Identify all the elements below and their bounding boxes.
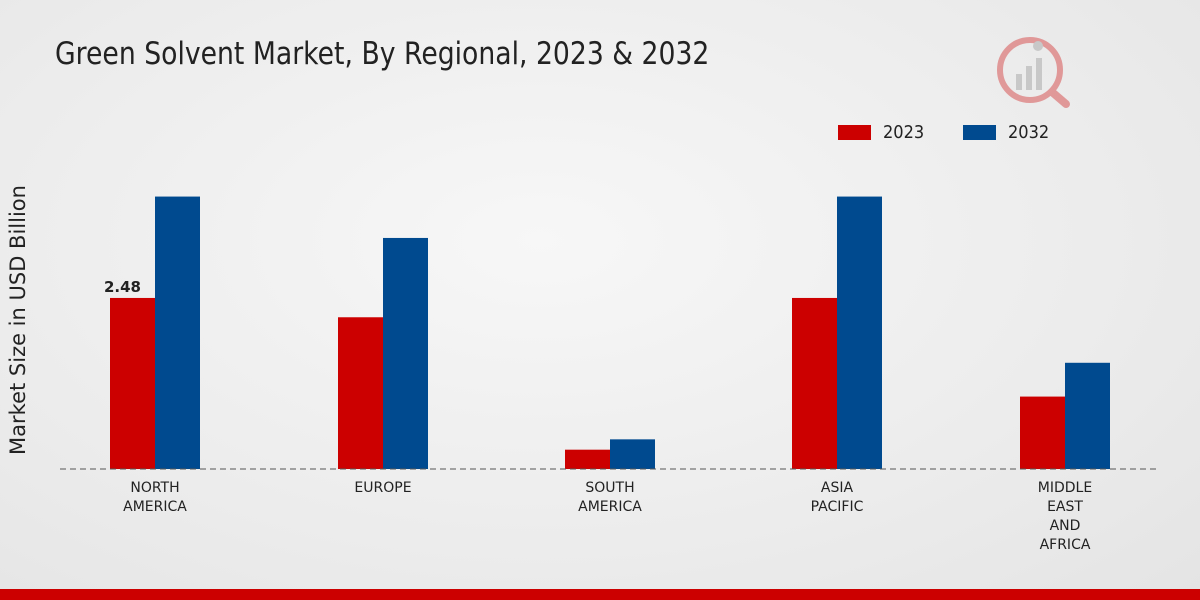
bar-2023-4[interactable]: [1020, 396, 1065, 469]
x-tick-label-1-0: EUROPE: [354, 480, 411, 496]
x-tick-label-2-0: SOUTH: [585, 480, 634, 496]
x-tick-label-3-1: PACIFIC: [811, 499, 864, 515]
legend-item-2032[interactable]: 2032: [962, 122, 1054, 143]
legend-label-2023: 2023: [883, 122, 925, 143]
bar-2032-2[interactable]: [610, 439, 655, 469]
bar-2032-3[interactable]: [837, 196, 882, 470]
legend-item-2023[interactable]: 2023: [838, 122, 929, 143]
data-label-2023-0: 2.48: [104, 278, 141, 296]
legend-label-2032: 2032: [1007, 122, 1050, 143]
bar-2023-3[interactable]: [792, 297, 837, 469]
bar-2023-2[interactable]: [565, 449, 610, 469]
logo-icon: [997, 37, 1070, 108]
footer-bar: [0, 589, 1200, 600]
x-tick-label-0-0: NORTH: [130, 480, 179, 496]
x-tick-label-4-2: AND: [1050, 518, 1081, 534]
x-tick-label-0-1: AMERICA: [123, 499, 187, 515]
x-tick-label-2-1: AMERICA: [578, 499, 642, 515]
legend-swatch-2032: [962, 125, 996, 140]
bar-2023-0[interactable]: [110, 297, 155, 469]
bar-2032-1[interactable]: [383, 237, 428, 469]
x-tick-label-4-0: MIDDLE: [1038, 480, 1092, 496]
bar-2032-0[interactable]: [155, 196, 200, 470]
x-tick-label-4-3: AFRICA: [1040, 537, 1091, 553]
x-tick-label-3-0: ASIA: [821, 480, 854, 496]
bar-2032-4[interactable]: [1065, 362, 1110, 469]
x-tick-label-4-1: EAST: [1047, 499, 1083, 515]
legend-swatch-2023: [838, 125, 871, 140]
chart-legend: 2023 2032: [838, 122, 1088, 143]
chart-title: Green Solvent Market, By Regional, 2023 …: [55, 36, 710, 72]
bar-2023-1[interactable]: [338, 317, 383, 469]
